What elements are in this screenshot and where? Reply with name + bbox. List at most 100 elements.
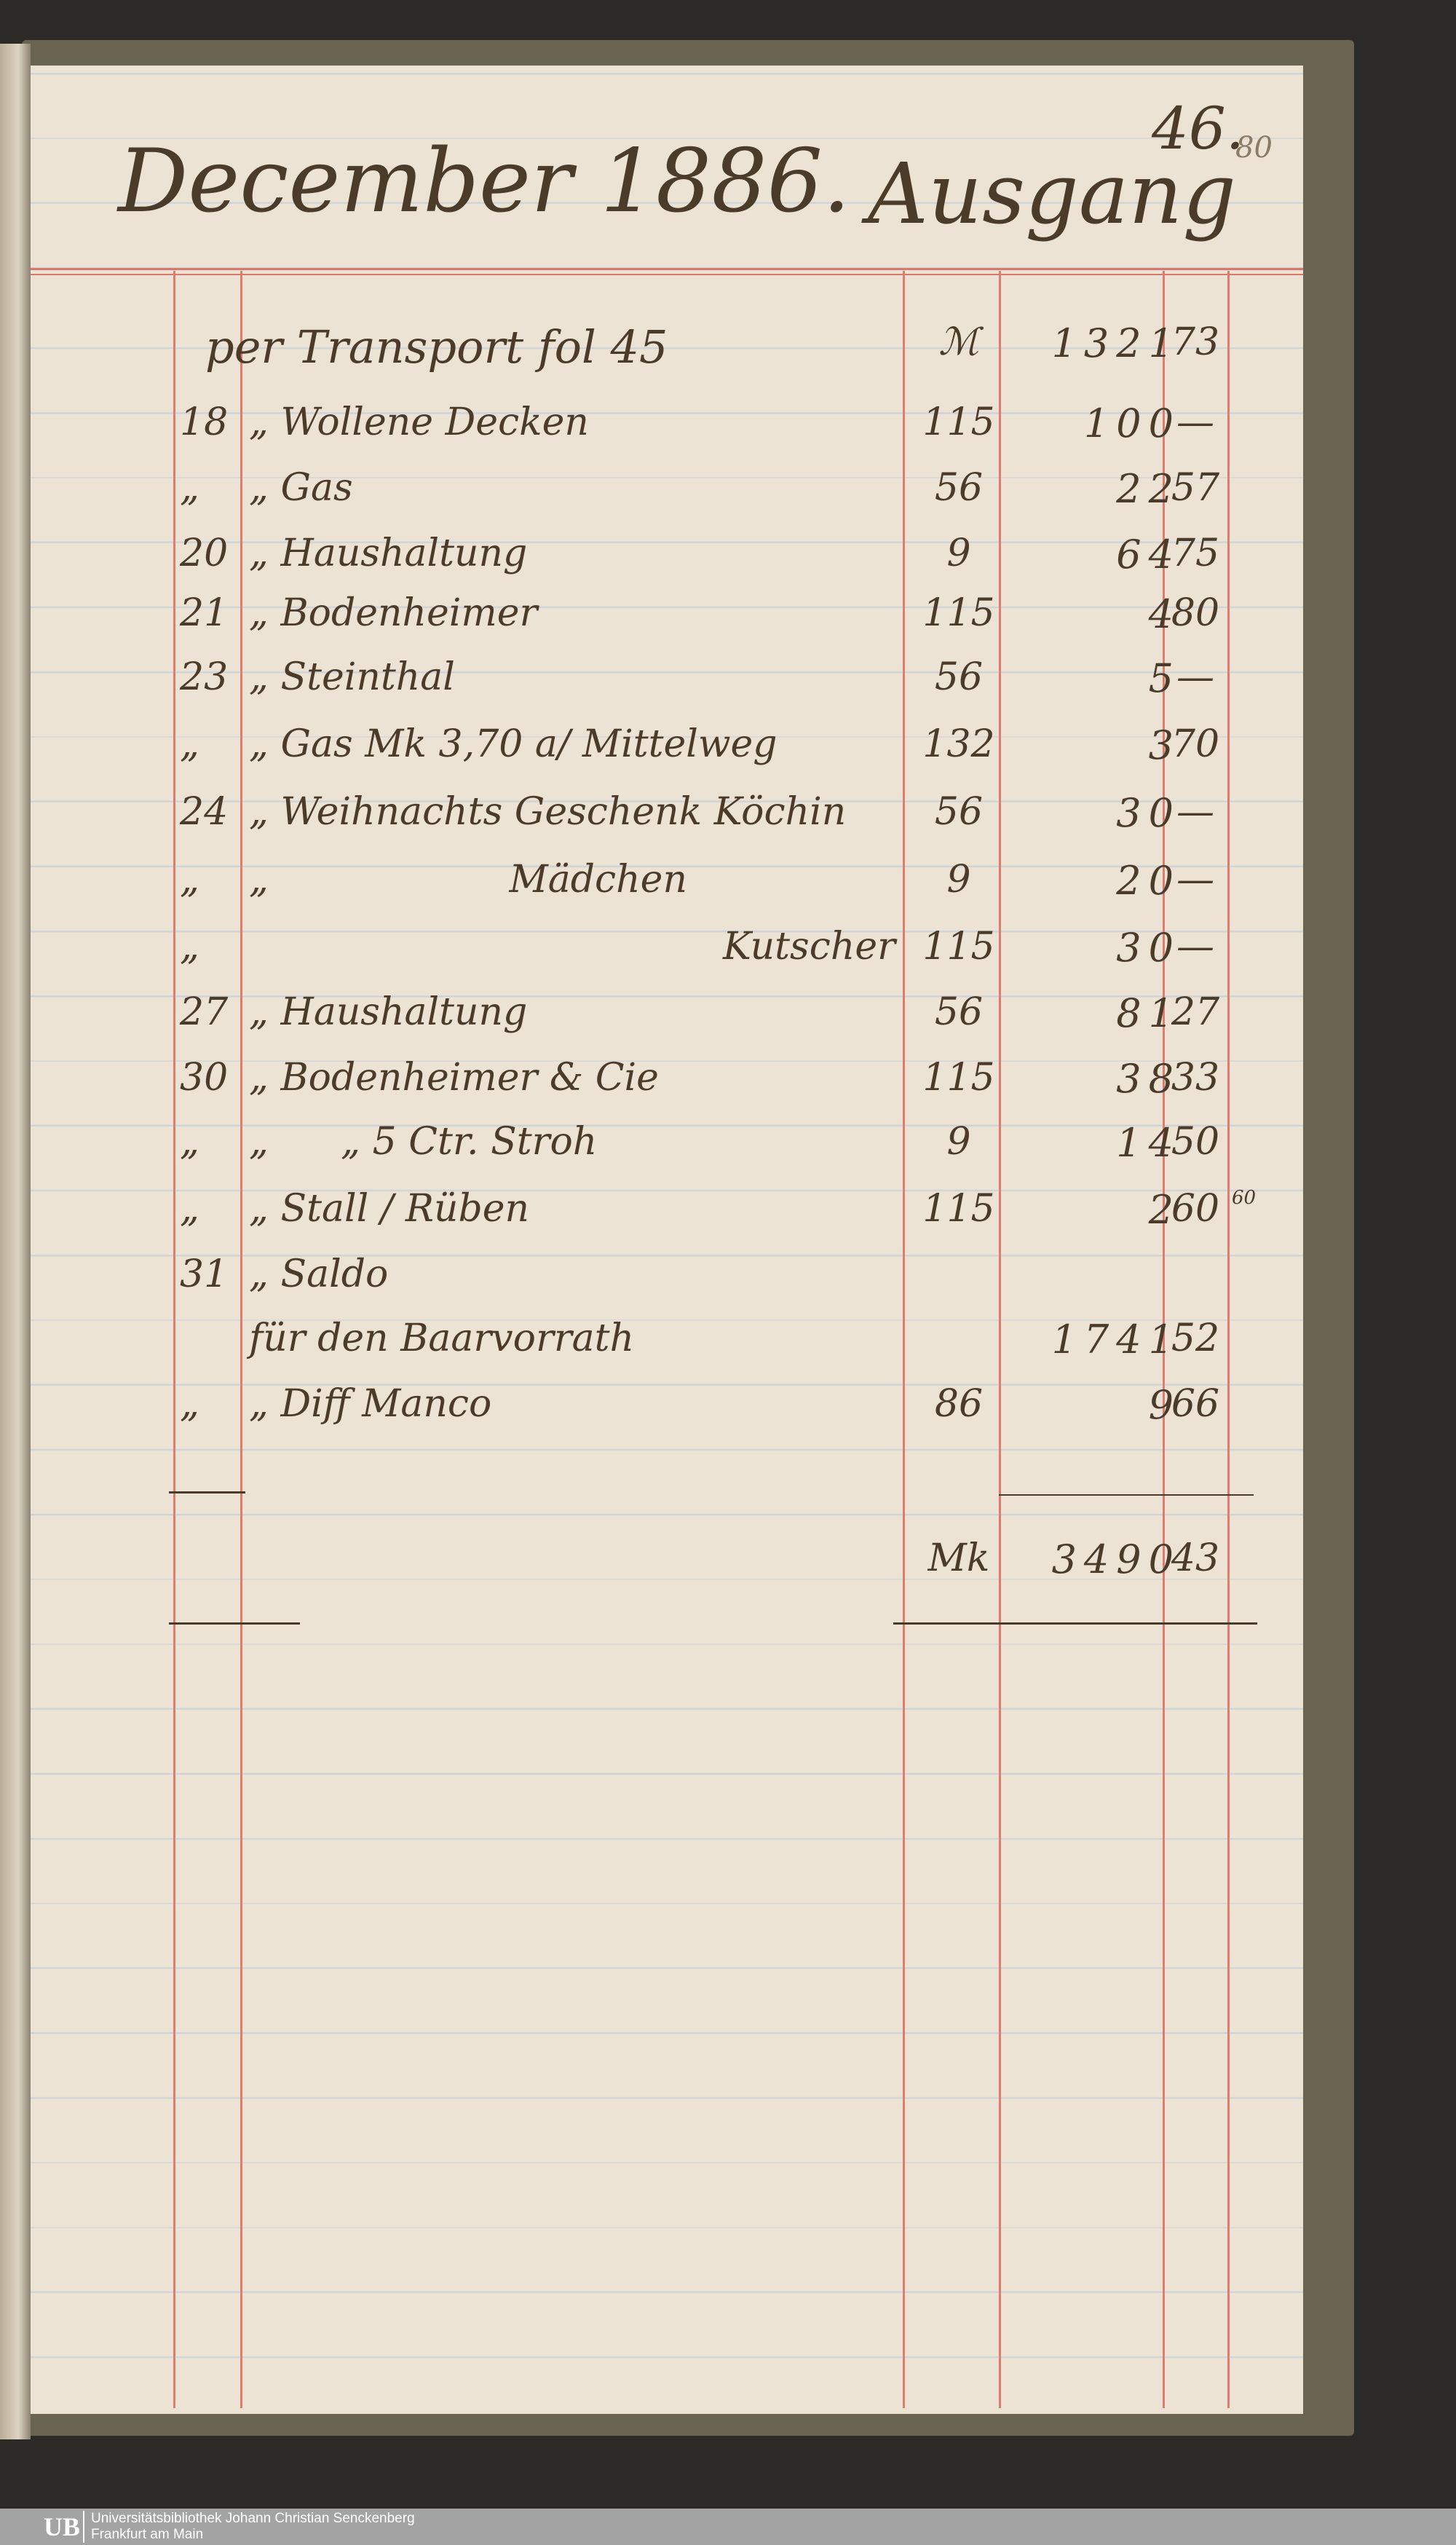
pfennig-column-line: [1163, 271, 1165, 2408]
ledger-row: 30 „ Bodenheimer & Cie 115 38 33: [31, 1056, 1303, 1114]
row-description: „ Weihnachts Geschenk Köchin: [249, 790, 847, 834]
text-column-line: [240, 271, 242, 2408]
row-marks: 20: [1116, 858, 1181, 904]
row-marks: 1321: [1051, 320, 1181, 366]
row-marks: 5: [1148, 655, 1181, 701]
ledger-row: für den Baarvorrath 1741 52: [31, 1317, 1303, 1375]
ledger-row: per Transport fol 45 ℳ 1321 73: [31, 320, 1303, 379]
header-red-rule-2: [31, 274, 1303, 275]
ledger-row: 27 „ Haushaltung 56 81 27: [31, 990, 1303, 1049]
row-date: „: [180, 858, 199, 901]
row-description: Kutscher: [722, 925, 895, 968]
row-pfennig: 52: [1171, 1317, 1220, 1360]
page-title: Ausgang: [868, 146, 1236, 243]
ledger-row: 20 „ Haushaltung 9 64 75: [31, 532, 1303, 590]
row-pfennig: —: [1176, 401, 1214, 444]
row-date: 31: [180, 1252, 229, 1296]
row-pfennig: 80: [1171, 591, 1220, 635]
row-description: „ Gas Mk 3,70 a/ Mittelweg: [249, 722, 778, 766]
row-pfennig: —: [1176, 790, 1214, 834]
row-pfennig: 66: [1171, 1382, 1220, 1426]
row-date: 18: [180, 401, 229, 444]
row-pfennig: —: [1176, 925, 1214, 968]
row-margin-note: 60: [1232, 1187, 1257, 1209]
row-marks: 4: [1148, 591, 1181, 637]
library-footer: UB Universitätsbibliothek Johann Christi…: [0, 2509, 1456, 2545]
row-date: „: [180, 1382, 199, 1426]
row-description: per Transport fol 45: [205, 320, 668, 374]
folio-column-line: [903, 271, 905, 2408]
row-description: „ Haushaltung: [249, 532, 528, 575]
ledger-row: „ „ Diff Manco 86 9 66: [31, 1382, 1303, 1440]
closing-rule-left: [169, 1622, 300, 1625]
row-folio: 115: [922, 401, 995, 444]
subtotal-rule: [999, 1494, 1254, 1496]
row-description: „ „ 5 Ctr. Stroh: [249, 1120, 598, 1164]
row-pfennig: 57: [1171, 466, 1220, 510]
ledger-row: 31 „ Saldo: [31, 1252, 1303, 1311]
row-folio: 132: [922, 722, 995, 766]
ub-logo: UB: [3, 2511, 84, 2543]
ledger-row: „ „ Gas Mk 3,70 a/ Mittelweg 132 3 70: [31, 722, 1303, 781]
ledger-row: „ Kutscher 115 30—: [31, 925, 1303, 983]
row-description: „ Bodenheimer: [249, 591, 538, 635]
row-date: „: [180, 722, 199, 766]
row-folio: 86: [934, 1382, 984, 1426]
ledger-row: „ „ Mädchen 9 20—: [31, 858, 1303, 916]
row-date: „: [180, 1187, 199, 1231]
row-marks: 14: [1116, 1120, 1181, 1166]
ledger-row: 23 „ Steinthal 56 5—: [31, 655, 1303, 714]
total-pfennig: 43: [1171, 1536, 1220, 1580]
ledger-page: December 1886. Ausgang 46. 80 per Transp…: [31, 66, 1303, 2414]
row-folio: 9: [946, 858, 971, 901]
total-currency: Mk: [927, 1536, 990, 1580]
row-description: „ Mädchen: [249, 858, 687, 901]
row-marks: 81: [1116, 990, 1181, 1036]
date-column-line: [173, 271, 175, 2408]
row-date: 21: [180, 591, 229, 635]
ledger-row: „ „ Gas 56 22 57: [31, 466, 1303, 524]
row-pfennig: 73: [1171, 320, 1220, 364]
row-folio: 56: [934, 655, 984, 699]
row-date: „: [180, 1120, 199, 1164]
row-marks: 30: [1116, 925, 1181, 971]
total-marks: 3490: [1051, 1536, 1181, 1582]
row-marks: 2: [1148, 1187, 1181, 1233]
row-pfennig: 75: [1171, 532, 1220, 575]
row-description: „ Stall / Rüben: [249, 1187, 530, 1231]
row-marks: 30: [1116, 790, 1181, 836]
row-marks: 100: [1083, 401, 1181, 446]
row-description: „ Gas: [249, 466, 353, 510]
row-folio: 115: [922, 591, 995, 635]
row-folio: 9: [946, 1120, 971, 1164]
ledger-row: 24 „ Weihnachts Geschenk Köchin 56 30—: [31, 790, 1303, 848]
row-folio: 56: [934, 790, 984, 834]
right-margin-line: [1227, 271, 1230, 2408]
row-pfennig: 27: [1171, 990, 1220, 1034]
row-pfennig: 70: [1171, 722, 1220, 766]
page-number: 46.: [1152, 95, 1245, 162]
row-date: „: [180, 466, 199, 510]
ledger-row: 18 „ Wollene Decken 115 100—: [31, 401, 1303, 459]
row-folio: 115: [922, 925, 995, 968]
ledger-row: „ „ „ 5 Ctr. Stroh 9 14 50: [31, 1120, 1303, 1178]
month-year-heading: December 1886.: [118, 131, 851, 232]
date-underline: [169, 1491, 245, 1494]
page-number-alt: 80: [1235, 131, 1273, 165]
row-folio: 9: [946, 532, 971, 575]
header-red-rule: [31, 268, 1303, 270]
row-description: „ Wollene Decken: [249, 401, 589, 444]
closing-rule-right: [893, 1622, 1257, 1625]
ledger-row: „ „ Stall / Rüben 115 2 60 60: [31, 1187, 1303, 1245]
row-marks: 3: [1148, 722, 1181, 768]
row-marks: 64: [1116, 532, 1181, 577]
row-date: 20: [180, 532, 229, 575]
row-date: 23: [180, 655, 229, 699]
row-marks: 1741: [1051, 1317, 1181, 1362]
row-date: 24: [180, 790, 229, 834]
row-description: „ Haushaltung: [249, 990, 528, 1034]
row-date: 30: [180, 1056, 229, 1100]
row-marks: 38: [1116, 1056, 1181, 1102]
row-pfennig: 33: [1171, 1056, 1220, 1100]
ledger-row: 21 „ Bodenheimer 115 4 80: [31, 591, 1303, 650]
